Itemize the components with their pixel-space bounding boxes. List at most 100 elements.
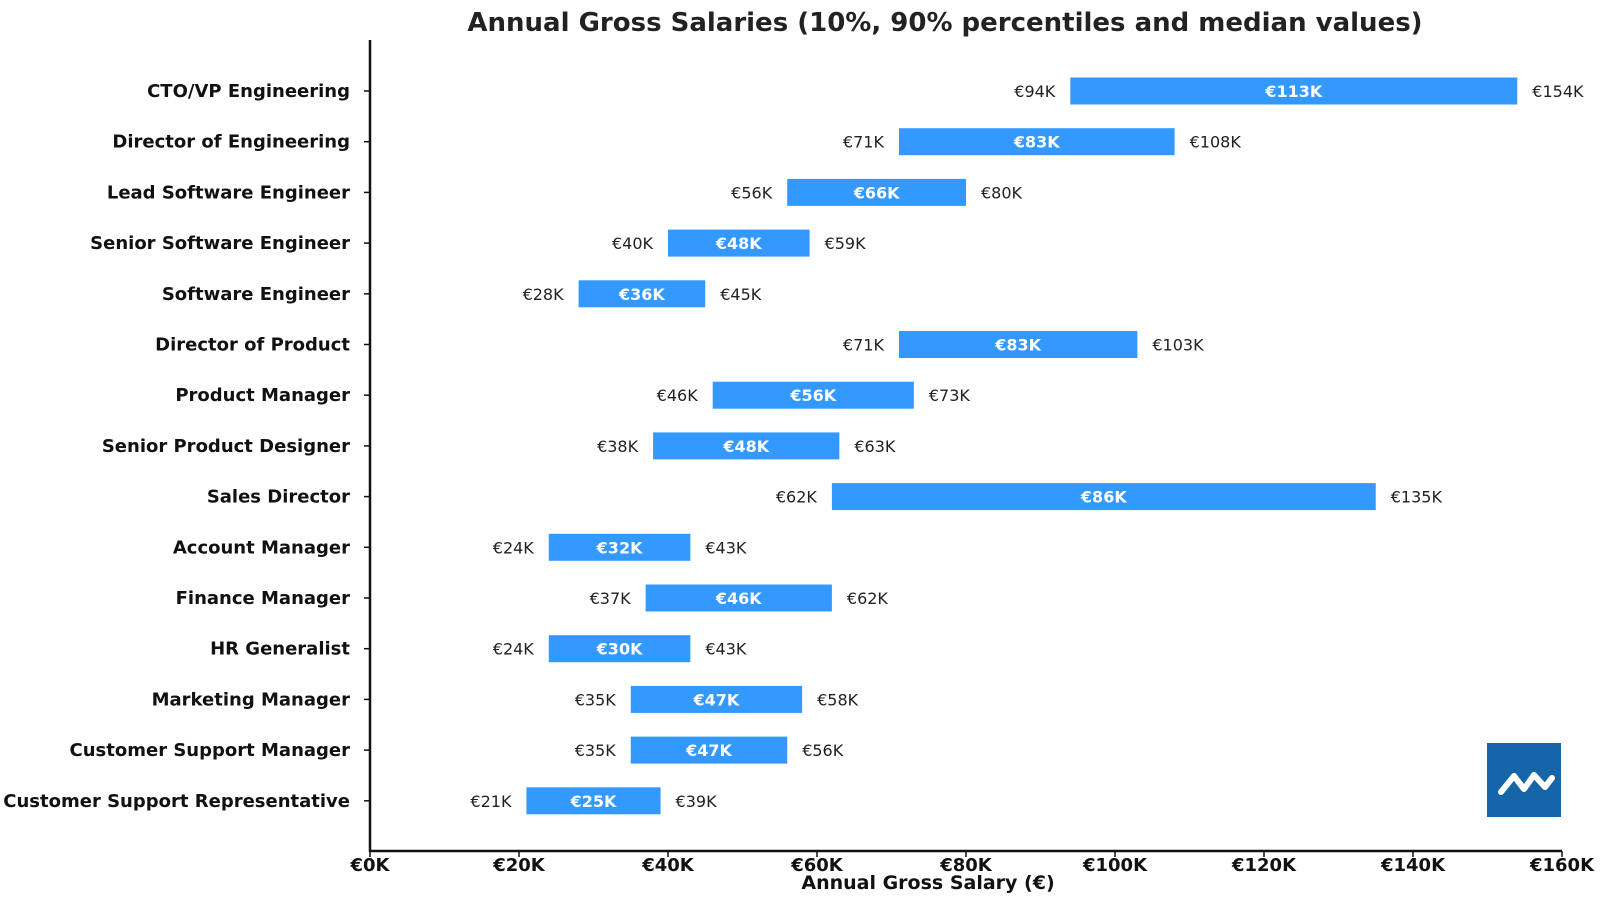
category-label: HR Generalist [210,639,350,660]
median-label: €47K [693,690,740,709]
bar-row: Marketing Manager €35K €47K €58K [152,685,859,713]
p10-label: €24K [493,640,535,659]
p90-label: €135K [1391,488,1443,507]
category-label: Account Manager [173,537,350,558]
median-label: €46K [715,589,762,608]
median-label: €32K [596,538,643,557]
median-label: €30K [596,640,643,659]
p90-label: €43K [705,640,747,659]
p10-label: €94K [1014,82,1056,101]
range-bar [898,331,1138,358]
p10-label: €37K [590,589,632,608]
range-bar [787,178,966,206]
bar-row: Senior Product Designer €38K €48K €63K [102,432,896,460]
category-label: Senior Product Designer [102,436,350,457]
median-label: €48K [722,437,769,456]
p90-label: €62K [847,589,889,608]
range-bar [526,787,661,815]
median-label: €113K [1264,82,1323,101]
p90-label: €154K [1532,82,1584,101]
x-axis-label: Annual Gross Salary (€) [801,872,1054,894]
median-label: €36K [618,285,665,304]
x-tick-label: €20K [492,855,546,876]
x-tick-label: €0K [350,855,391,876]
p90-label: €73K [929,386,971,405]
category-label: Software Engineer [162,284,350,305]
x-tick-label: €40K [641,855,695,876]
x-tick-label: €80K [939,855,993,876]
p10-label: €71K [843,336,885,355]
chart-title: Annual Gross Salaries (10%, 90% percenti… [467,8,1422,38]
range-bar [668,229,810,257]
category-label: CTO/VP Engineering [147,81,350,102]
x-tick-label: €140K [1380,855,1446,876]
range-bar [898,128,1175,156]
median-label: €83K [994,336,1041,355]
p10-label: €38K [597,437,639,456]
range-bar [630,736,788,764]
x-tick-label: €160K [1529,855,1595,876]
p90-label: €63K [854,437,896,456]
median-label: €83K [1013,133,1060,152]
range-bar [630,685,803,713]
p10-label: €56K [731,183,773,202]
category-label: Product Manager [175,385,350,406]
p90-label: €45K [720,285,762,304]
median-label: €86K [1080,488,1127,507]
bar-row: Sales Director €62K €86K €135K [207,483,1443,511]
p10-label: €46K [657,386,699,405]
range-bar [578,280,706,308]
bar-row: Finance Manager €37K €46K €62K [176,584,889,612]
bar-row: HR Generalist €24K €30K €43K [210,635,747,663]
bar-row: Customer Support Manager €35K €47K €56K [70,736,844,764]
bar-row: Customer Support Representative €21K €25K €… [3,787,718,815]
category-label: Finance Manager [176,588,350,609]
p10-label: €35K [575,741,617,760]
p90-label: €43K [705,538,747,557]
bars-layer: CTO/VP Engineering €94K €113K €154K Director… [3,77,1584,815]
bar-row: Lead Software Engineer €56K €66K €80K [107,178,1023,206]
p90-label: €103K [1152,336,1204,355]
p10-label: €28K [523,285,565,304]
category-label: Director of Product [155,335,350,356]
range-bar [548,635,691,663]
bar-row: Software Engineer €28K €36K €45K [162,280,762,308]
bar-row: Director of Product €71K €83K €103K [155,331,1204,358]
bar-row: CTO/VP Engineering €94K €113K €154K [147,77,1584,105]
median-label: €66K [853,183,900,202]
p90-label: €56K [802,741,844,760]
range-bar [1070,77,1518,105]
median-label: €25K [570,792,617,811]
p10-label: €35K [575,690,617,709]
brand-logo [1487,743,1561,817]
p90-label: €58K [817,690,859,709]
p10-label: €24K [493,538,535,557]
range-bar [645,584,832,612]
bar-row: Product Manager €46K €56K €73K [175,381,971,409]
zigzag-line-icon [1498,772,1555,795]
bar-row: Director of Engineering €71K €83K €108K [112,128,1242,156]
x-tick-label: €60K [790,855,844,876]
p90-label: €59K [825,234,867,253]
p90-label: €108K [1190,133,1242,152]
x-tick-label: €100K [1082,855,1148,876]
p10-label: €71K [843,133,885,152]
category-label: Sales Director [207,487,350,508]
p10-label: €40K [612,234,654,253]
category-label: Lead Software Engineer [107,182,350,203]
category-label: Customer Support Manager [70,740,351,761]
range-bar [831,483,1376,511]
median-label: €48K [715,234,762,253]
range-bar [548,533,691,561]
category-label: Director of Engineering [112,132,350,153]
p90-label: €39K [676,792,718,811]
median-label: €47K [685,741,732,760]
p10-label: €21K [470,792,512,811]
p90-label: €80K [981,183,1023,202]
bar-row: Senior Software Engineer €40K €48K €59K [90,229,867,257]
axes: €0K €20K €40K €60K €80K €100K €120K €140K €160K [350,40,1595,876]
category-label: Customer Support Representative [3,791,350,812]
median-label: €56K [789,386,836,405]
